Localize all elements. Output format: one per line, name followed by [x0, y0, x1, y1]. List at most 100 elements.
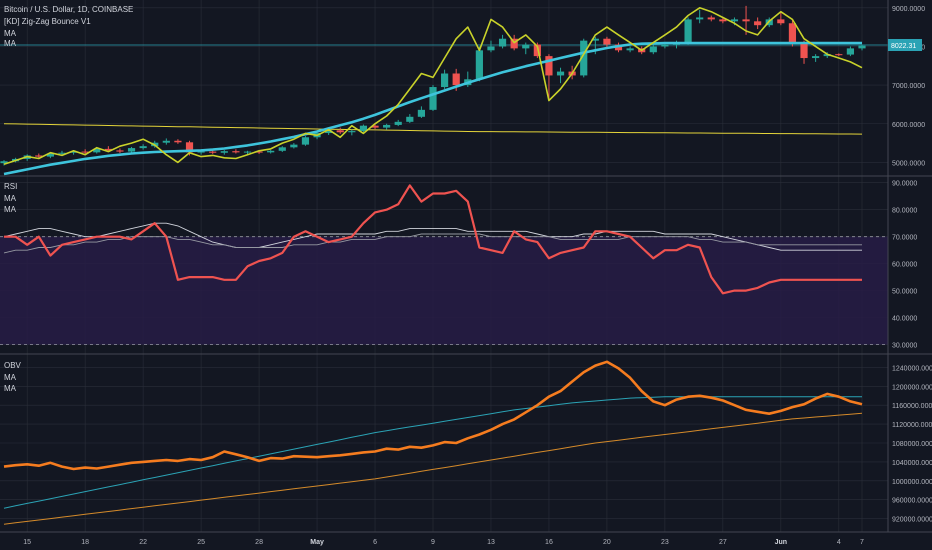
price-y-tick-label: 7000.0000 — [892, 83, 925, 90]
x-tick-label: 7 — [860, 539, 864, 546]
candle-up — [696, 17, 704, 20]
candle-up — [290, 144, 298, 148]
candle-up — [626, 48, 634, 51]
candle-up — [730, 19, 739, 22]
candle-down — [545, 56, 553, 76]
candle-up — [580, 40, 588, 76]
candle-up — [684, 19, 692, 43]
series-layer — [0, 5, 888, 525]
price-legend: Bitcoin / U.S. Dollar, 1D, COINBASE [KD]… — [4, 5, 133, 48]
candle-up — [858, 45, 866, 49]
candle-up — [93, 148, 101, 153]
obv-y-tick-label: 1040000.0000 — [892, 460, 932, 467]
x-tick-label: 22 — [139, 539, 147, 546]
candle-up — [498, 38, 507, 47]
candle-up — [417, 109, 425, 117]
candle-up — [46, 153, 54, 157]
obv-line — [3, 360, 863, 471]
rsi-y-tick-label: 80.0000 — [892, 208, 917, 215]
candle-up — [69, 151, 78, 153]
candle-up — [162, 140, 170, 143]
candle-up — [127, 148, 136, 152]
obv-y-tick-label: 1200000.0000 — [892, 384, 932, 391]
price-ma1-label: MA — [4, 29, 17, 38]
price-y-tick-label: 5000.0000 — [892, 160, 925, 167]
obv-y-tick-label: 1000000.0000 — [892, 479, 932, 486]
rsi-band — [0, 236, 888, 345]
candle-up — [649, 46, 657, 53]
price-ma-slow-line — [3, 123, 863, 135]
obv-title: OBV — [4, 361, 22, 370]
candle-down — [185, 142, 194, 153]
candle-down — [754, 21, 762, 26]
candle-up — [429, 87, 437, 110]
rsi-title: RSI — [4, 182, 17, 191]
candle-up — [406, 116, 414, 122]
zigzag-line — [3, 7, 863, 166]
x-tick-label: 25 — [197, 539, 205, 546]
rsi-ma2-label: MA — [4, 205, 17, 214]
price-tag-label: 8022.31 — [891, 43, 916, 50]
x-tick-label: 13 — [487, 539, 495, 546]
rsi-ma2-line — [3, 233, 862, 254]
price-ma-fast-line — [3, 41, 862, 176]
price-y-tick-label: 6000.0000 — [892, 122, 925, 129]
candle-up — [0, 161, 8, 164]
candle-up — [139, 146, 147, 149]
obv-y-tick-label: 1080000.0000 — [892, 441, 932, 448]
candle-up — [475, 50, 483, 80]
candle-down — [232, 151, 240, 153]
candle-up — [522, 44, 530, 49]
candle-up — [661, 44, 669, 47]
candle-down — [255, 151, 263, 153]
candle-up — [267, 150, 275, 153]
candle-down — [174, 140, 182, 143]
candle-up — [394, 121, 402, 125]
x-tick-label: 23 — [661, 539, 669, 546]
price-ma2-label: MA — [4, 39, 17, 48]
rsi-y-tick-label: 30.0000 — [892, 343, 917, 350]
candle-down — [788, 23, 797, 43]
rsi-ma1-line — [3, 222, 862, 251]
price-y-tick-label: 9000.0000 — [892, 6, 925, 13]
candle-down — [336, 130, 344, 133]
candle-down — [533, 44, 541, 57]
candle-up — [812, 56, 820, 59]
candle-up — [823, 54, 831, 57]
obv-y-tick-label: 1240000.0000 — [892, 365, 932, 372]
candle-up — [383, 124, 391, 128]
x-tick-label: 28 — [255, 539, 263, 546]
candle-down — [719, 19, 727, 22]
obv-ma1-label: MA — [4, 373, 17, 382]
price-tag: 8022.31 — [888, 39, 922, 51]
x-tick-label: 4 — [837, 539, 841, 546]
rsi-y-tick-label: 60.0000 — [892, 262, 917, 269]
candle-up — [197, 151, 205, 153]
candle-down — [835, 54, 843, 56]
candle-up — [325, 130, 333, 134]
candle-down — [104, 148, 112, 151]
obv-y-tick-label: 1160000.0000 — [892, 403, 932, 410]
candle-up — [359, 125, 368, 132]
candle-down — [81, 151, 89, 153]
x-tick-label: 27 — [719, 539, 727, 546]
rsi-y-tick-label: 70.0000 — [892, 235, 917, 242]
obv-y-tick-label: 960000.0000 — [892, 498, 932, 505]
candle-down — [742, 19, 750, 22]
rsi-ma1-label: MA — [4, 194, 17, 203]
rsi-legend: RSI MA MA — [4, 182, 17, 214]
candle-up — [487, 46, 495, 51]
candle-up — [58, 152, 66, 154]
candle-down — [209, 151, 217, 153]
rsi-line — [4, 184, 862, 295]
candle-down — [800, 42, 808, 59]
candle-up — [846, 48, 854, 55]
obv-y-tick-label: 1120000.0000 — [892, 422, 932, 429]
candle-up — [441, 73, 449, 88]
candle-up — [243, 151, 252, 153]
candle-down — [452, 73, 460, 86]
candle-down — [603, 38, 611, 45]
candle-down — [35, 155, 43, 157]
